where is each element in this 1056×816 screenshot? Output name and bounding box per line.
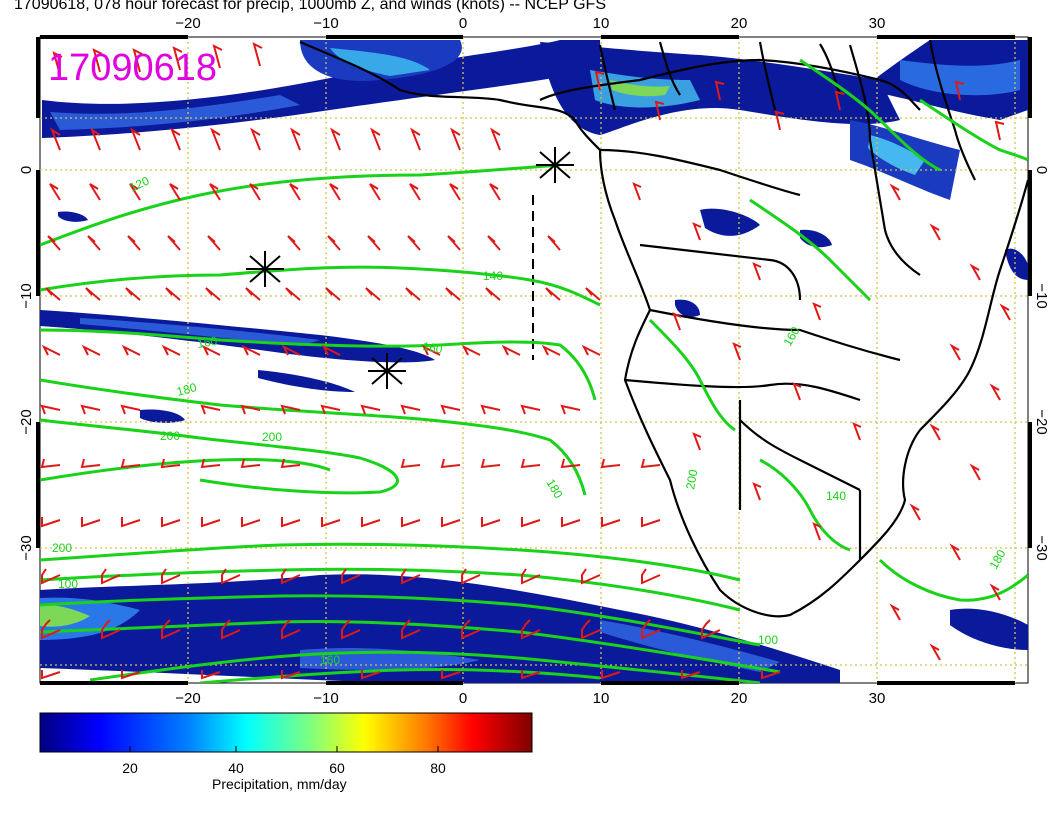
x-tick-label: 0	[459, 15, 467, 32]
y-tick-label: 0	[18, 166, 35, 174]
y-tick-label: −10	[1033, 283, 1050, 308]
colorbar-tick-label: 80	[430, 760, 446, 776]
contour-label: 160	[320, 653, 340, 667]
x-axis-bottom: −20 −10 0 10 20 30	[175, 690, 885, 707]
y-tick-label: −30	[18, 535, 35, 560]
contour-label: 100	[758, 633, 778, 647]
y-tick-label: 0	[1033, 166, 1050, 174]
precip-colorbar	[39, 712, 533, 753]
date-stamp: 17090618	[48, 47, 217, 89]
storm-markers	[246, 147, 574, 389]
x-tick-label: 20	[731, 690, 748, 707]
colorbar-tick-label: 60	[329, 760, 345, 776]
contour-label: 200	[52, 541, 72, 555]
asterisk-marker-1	[536, 147, 574, 183]
colorbar-tick-label: 40	[228, 760, 244, 776]
contour-label: 140	[826, 489, 846, 503]
coastlines	[299, 39, 1028, 618]
y-tick-label: −20	[1033, 409, 1050, 434]
x-axis-top: −20 −10 0 10 20 30	[175, 15, 885, 32]
contour-label: 140	[483, 269, 503, 283]
x-tick-label: 30	[869, 690, 886, 707]
x-tick-label: 20	[731, 15, 748, 32]
asterisk-marker-2	[246, 251, 284, 287]
x-tick-label: −10	[313, 15, 338, 32]
y-axis-left: 0 −10 −20 −30	[18, 166, 35, 561]
y-tick-label: −30	[1033, 535, 1050, 560]
precip-field	[40, 40, 1028, 683]
contour-label: 200	[160, 429, 180, 443]
asterisk-marker-3	[368, 353, 406, 389]
x-tick-label: 30	[869, 15, 886, 32]
y-tick-label: −20	[18, 409, 35, 434]
x-tick-label: −20	[175, 690, 200, 707]
contour-label: 200	[262, 430, 282, 444]
y-axis-right: 0 −10 −20 −30	[1033, 166, 1050, 561]
contour-label: 160	[421, 339, 443, 356]
contour-label: 200	[683, 468, 700, 490]
y-tick-label: −10	[18, 283, 35, 308]
contour-label: 160	[196, 334, 218, 351]
x-tick-label: −10	[313, 690, 338, 707]
wind-barbs	[40, 42, 1011, 680]
colorbar-tick-label: 20	[122, 760, 138, 776]
height-contours	[40, 58, 1028, 683]
x-tick-label: 0	[459, 690, 467, 707]
x-tick-label: −20	[175, 15, 200, 32]
contour-label: 180	[175, 380, 198, 399]
colorbar-label: Precipitation, mm/day	[212, 776, 347, 792]
x-tick-label: 10	[593, 690, 610, 707]
x-tick-label: 10	[593, 15, 610, 32]
contour-label: 100	[58, 577, 78, 591]
colorbar-ticks	[129, 746, 439, 752]
map-frame	[36, 35, 1032, 685]
map-title: 17090618, 078 hour forecast for precip, …	[14, 0, 606, 13]
